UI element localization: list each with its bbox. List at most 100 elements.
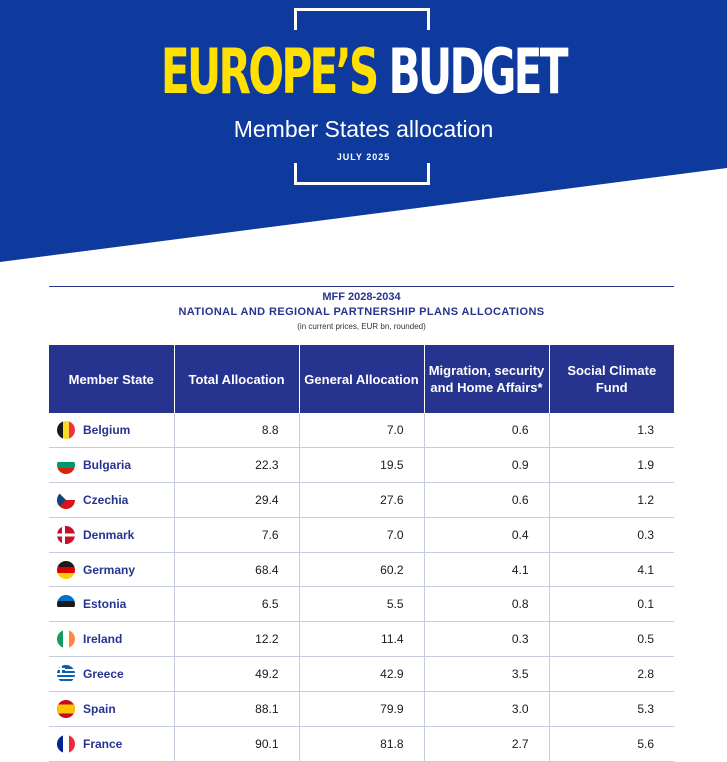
banner-title: EUROPE’S BUDGET xyxy=(116,32,610,112)
cell-migration: 0.4 xyxy=(424,517,550,553)
cell-migration: 4.1 xyxy=(424,552,550,588)
czechia-flag-icon xyxy=(57,490,75,509)
member-state-name: Greece xyxy=(83,667,124,682)
table-row: Belgium 8.8 7.0 0.6 1.3 xyxy=(49,413,674,448)
member-state-name: France xyxy=(83,736,123,751)
table-row: France 90.1 81.8 2.7 5.6 xyxy=(49,726,674,762)
cell-general: 42.9 xyxy=(299,656,425,693)
col-header-member-state: Member State xyxy=(49,345,175,413)
member-state-name: Bulgaria xyxy=(83,457,132,472)
cell-member-state: France xyxy=(49,726,175,762)
cell-climate: 5.6 xyxy=(549,726,674,762)
table-row: Estonia 6.5 5.5 0.8 0.1 xyxy=(49,586,674,623)
cell-migration: 0.9 xyxy=(424,447,550,483)
member-state-name: Germany xyxy=(83,562,136,577)
table-row: Denmark 7.6 7.0 0.4 0.3 xyxy=(49,517,674,553)
cell-total: 29.4 xyxy=(174,482,300,518)
cell-climate: 1.3 xyxy=(549,413,674,448)
cell-migration: 0.8 xyxy=(424,586,550,623)
cell-general: 7.0 xyxy=(299,517,425,553)
table-top-rule xyxy=(49,286,674,287)
table-heading-note: (in current prices, EUR bn, rounded) xyxy=(297,322,426,331)
cell-member-state: Greece xyxy=(49,656,175,693)
table-row: Ireland 12.2 11.4 0.3 0.5 xyxy=(49,621,674,658)
col-header-migration: Migration, security and Home Affairs* xyxy=(424,345,550,413)
member-state-name: Czechia xyxy=(83,492,129,507)
germany-flag-icon xyxy=(57,560,75,579)
cell-general: 81.8 xyxy=(299,726,425,762)
cell-migration: 0.6 xyxy=(424,413,550,448)
cell-migration: 3.0 xyxy=(424,691,550,728)
cell-general: 7.0 xyxy=(299,413,425,448)
cell-climate: 0.1 xyxy=(549,586,674,623)
cell-member-state: Germany xyxy=(49,552,175,588)
cell-climate: 0.3 xyxy=(549,517,674,553)
cell-general: 5.5 xyxy=(299,586,425,623)
cell-migration: 0.3 xyxy=(424,621,550,658)
table-heading-title: NATIONAL AND REGIONAL PARTNERSHIP PLANS … xyxy=(178,306,545,318)
cell-climate: 1.2 xyxy=(549,482,674,518)
cell-total: 8.8 xyxy=(174,413,300,448)
table-header-row: Member State Total Allocation General Al… xyxy=(49,345,674,413)
bracket-top xyxy=(294,8,430,30)
member-state-name: Spain xyxy=(83,702,116,717)
member-state-name: Ireland xyxy=(83,632,123,647)
cell-member-state: Bulgaria xyxy=(49,447,175,483)
cell-member-state: Belgium xyxy=(49,413,175,448)
cell-total: 90.1 xyxy=(174,726,300,762)
cell-climate: 4.1 xyxy=(549,552,674,588)
title-part-europes: EUROPE’S xyxy=(160,35,379,108)
cell-general: 27.6 xyxy=(299,482,425,518)
cell-general: 79.9 xyxy=(299,691,425,728)
cell-total: 88.1 xyxy=(174,691,300,728)
cell-member-state: Czechia xyxy=(49,482,175,518)
banner-date: JULY 2025 xyxy=(336,152,391,162)
header-banner: EUROPE’S BUDGET Member States allocation… xyxy=(0,0,727,265)
estonia-flag-icon xyxy=(57,595,75,614)
cell-climate: 1.9 xyxy=(549,447,674,483)
table-heading-mff: MFF 2028-2034 xyxy=(322,291,401,303)
title-part-budget: BUDGET xyxy=(388,35,569,108)
cell-general: 19.5 xyxy=(299,447,425,483)
table-row: Greece 49.2 42.9 3.5 2.8 xyxy=(49,656,674,693)
cell-general: 11.4 xyxy=(299,621,425,658)
banner-subtitle: Member States allocation xyxy=(233,116,494,142)
col-header-climate: Social Climate Fund xyxy=(549,345,674,413)
cell-member-state: Denmark xyxy=(49,517,175,553)
cell-climate: 2.8 xyxy=(549,656,674,693)
cell-climate: 0.5 xyxy=(549,621,674,658)
cell-member-state: Spain xyxy=(49,691,175,728)
cell-total: 7.6 xyxy=(174,517,300,553)
banner-background xyxy=(0,0,727,262)
belgium-flag-icon xyxy=(57,420,75,439)
col-header-general: General Allocation xyxy=(299,345,425,413)
cell-climate: 5.3 xyxy=(549,691,674,728)
cell-total: 22.3 xyxy=(174,447,300,483)
table-row: Spain 88.1 79.9 3.0 5.3 xyxy=(49,691,674,728)
table-row: Czechia 29.4 27.6 0.6 1.2 xyxy=(49,482,674,518)
member-state-name: Estonia xyxy=(83,597,127,612)
cell-total: 6.5 xyxy=(174,586,300,623)
bracket-bottom xyxy=(294,163,430,185)
cell-total: 49.2 xyxy=(174,656,300,693)
cell-total: 68.4 xyxy=(174,552,300,588)
denmark-flag-icon xyxy=(57,525,75,544)
france-flag-icon xyxy=(57,734,75,753)
greece-flag-icon xyxy=(57,665,75,684)
table-row: Germany 68.4 60.2 4.1 4.1 xyxy=(49,552,674,588)
cell-migration: 2.7 xyxy=(424,726,550,762)
bulgaria-flag-icon xyxy=(57,455,75,474)
table-row: Bulgaria 22.3 19.5 0.9 1.9 xyxy=(49,447,674,483)
cell-member-state: Estonia xyxy=(49,586,175,623)
col-header-total: Total Allocation xyxy=(174,345,300,413)
cell-member-state: Ireland xyxy=(49,621,175,658)
cell-general: 60.2 xyxy=(299,552,425,588)
cell-total: 12.2 xyxy=(174,621,300,658)
ireland-flag-icon xyxy=(57,630,75,649)
cell-migration: 0.6 xyxy=(424,482,550,518)
allocation-table: Member State Total Allocation General Al… xyxy=(49,345,674,762)
member-state-name: Belgium xyxy=(83,422,131,437)
member-state-name: Denmark xyxy=(83,527,135,542)
spain-flag-icon xyxy=(57,700,75,719)
cell-migration: 3.5 xyxy=(424,656,550,693)
